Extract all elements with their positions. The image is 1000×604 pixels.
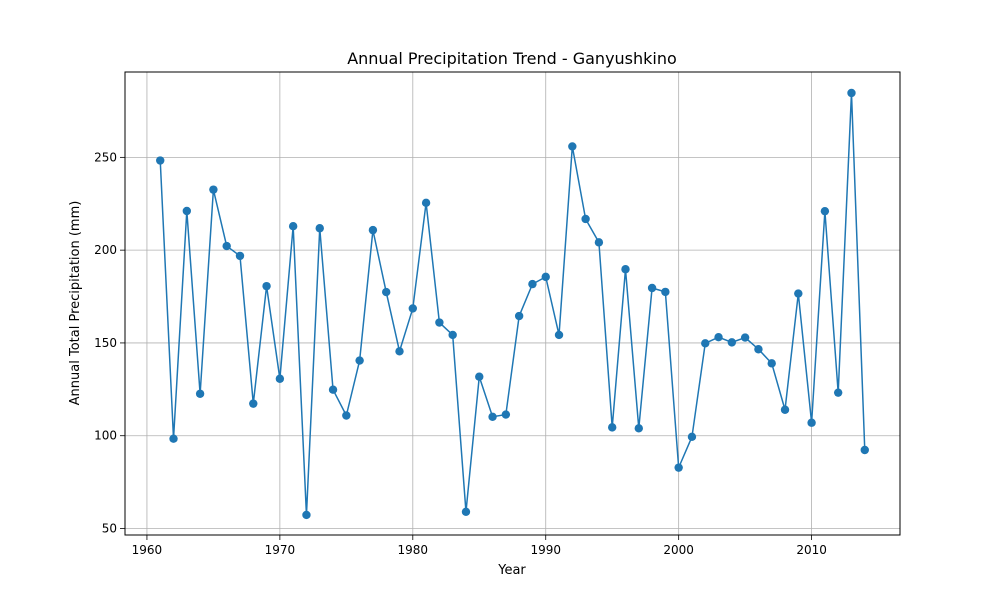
data-point bbox=[780, 405, 790, 414]
data-point bbox=[262, 281, 271, 291]
data-point bbox=[647, 283, 657, 293]
data-point bbox=[382, 287, 391, 297]
data-point bbox=[488, 412, 497, 421]
data-point bbox=[315, 224, 324, 233]
data-point bbox=[169, 434, 178, 443]
data-point bbox=[740, 333, 750, 342]
data-point bbox=[568, 142, 577, 151]
data-point bbox=[754, 345, 763, 354]
data-point bbox=[820, 206, 830, 216]
x-axis-ticks: 1960 1970 1980 1990 2000 2010 bbox=[132, 535, 827, 557]
data-point bbox=[661, 287, 670, 297]
data-point bbox=[714, 332, 723, 342]
data-point bbox=[607, 423, 617, 432]
y-axis-label: Annual Total Precipitation (mm) bbox=[68, 201, 83, 406]
data-point bbox=[275, 374, 285, 383]
y-tick-label: 100 bbox=[94, 429, 117, 443]
y-axis-ticks: 50 100 150 200 250 bbox=[94, 150, 125, 536]
data-point bbox=[342, 411, 351, 420]
data-point bbox=[408, 304, 418, 313]
data-point bbox=[541, 272, 550, 282]
data-point bbox=[182, 206, 192, 216]
data-point bbox=[767, 359, 776, 368]
data-point bbox=[594, 238, 604, 247]
data-point bbox=[448, 330, 457, 340]
data-point bbox=[581, 214, 590, 224]
data-point bbox=[554, 330, 564, 340]
data-point bbox=[435, 318, 444, 327]
data-point bbox=[235, 251, 245, 261]
x-tick-label: 1980 bbox=[398, 543, 429, 557]
x-tick-label: 1990 bbox=[530, 543, 561, 557]
data-point bbox=[701, 339, 710, 348]
y-tick-label: 50 bbox=[102, 522, 117, 536]
x-tick-label: 2000 bbox=[663, 543, 694, 557]
data-point bbox=[222, 241, 231, 251]
y-tick-label: 250 bbox=[94, 150, 117, 164]
data-point bbox=[674, 463, 683, 472]
data-point bbox=[461, 507, 471, 517]
data-point bbox=[860, 445, 869, 455]
data-point bbox=[475, 372, 484, 381]
data-point bbox=[847, 88, 856, 98]
y-tick-label: 150 bbox=[94, 336, 117, 350]
data-point bbox=[687, 432, 697, 442]
data-point bbox=[421, 198, 431, 208]
data-point bbox=[195, 389, 205, 398]
x-tick-label: 2010 bbox=[796, 543, 827, 557]
data-point bbox=[395, 347, 404, 356]
data-point bbox=[807, 418, 816, 427]
data-point bbox=[634, 424, 643, 433]
data-point bbox=[727, 338, 737, 347]
plot-frame bbox=[124, 71, 901, 536]
data-point bbox=[621, 265, 630, 274]
data-point bbox=[501, 410, 511, 419]
data-point bbox=[249, 399, 258, 408]
data-point bbox=[833, 388, 843, 397]
data-point bbox=[328, 385, 338, 394]
chart-title: Annual Precipitation Trend - Ganyushkino bbox=[347, 49, 677, 68]
data-point bbox=[209, 185, 218, 194]
data-point bbox=[288, 222, 298, 231]
data-point bbox=[156, 156, 165, 165]
x-axis-label: Year bbox=[497, 563, 526, 578]
y-tick-label: 200 bbox=[94, 243, 117, 257]
x-tick-label: 1960 bbox=[132, 543, 163, 557]
x-tick-label: 1970 bbox=[265, 543, 296, 557]
data-point bbox=[355, 356, 364, 365]
data-point bbox=[368, 225, 378, 235]
data-point bbox=[302, 510, 311, 520]
data-point bbox=[514, 311, 524, 321]
data-point bbox=[794, 289, 803, 298]
data-point bbox=[528, 279, 537, 289]
series-layer bbox=[156, 88, 869, 520]
